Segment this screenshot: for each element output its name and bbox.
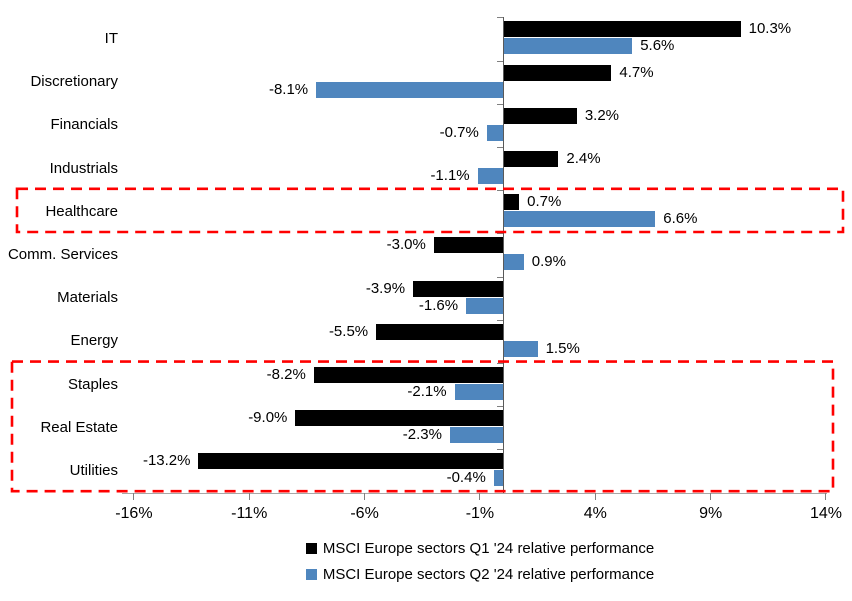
value-label-q2-financials: -0.7% (439, 123, 479, 141)
bar-q2-discretionary (316, 81, 503, 98)
x-tick-label: -6% (350, 505, 379, 522)
category-axis-tick (497, 233, 503, 235)
category-label-comm-services: Comm. Services (7, 245, 118, 263)
category-label-real-estate: Real Estate (40, 418, 118, 436)
category-axis-tick (497, 17, 503, 19)
category-label-it: IT (104, 29, 118, 47)
bar-q1-discretionary (503, 64, 612, 81)
bar-q1-staples (313, 366, 503, 383)
value-label-q1-it: 10.3% (748, 20, 792, 38)
value-label-q2-materials: -1.6% (418, 296, 459, 314)
category-axis-tick (497, 146, 503, 148)
bar-q1-materials (413, 280, 503, 297)
bar-q1-comm-services (433, 237, 503, 254)
legend-swatch-q2 (305, 568, 317, 580)
value-label-q1-staples: -8.2% (266, 365, 306, 383)
legend-swatch-q1 (305, 542, 317, 554)
bar-q1-energy (376, 323, 503, 340)
healthcare-highlight-box (15, 187, 845, 234)
value-label-q1-utilities: -13.2% (142, 452, 191, 470)
bar-q1-financials (503, 107, 577, 124)
value-label-q2-healthcare: 6.6% (663, 210, 698, 228)
bar-q1-real-estate (295, 410, 503, 427)
legend-item-q1: MSCI Europe sectors Q1 '24 relative perf… (133, 535, 827, 561)
legend-item-q2: MSCI Europe sectors Q2 '24 relative perf… (133, 561, 827, 587)
x-axis-tick (479, 493, 481, 500)
value-label-q1-healthcare: 0.7% (527, 193, 562, 211)
bar-q2-real-estate (449, 427, 503, 444)
bar-q1-industrials (503, 150, 559, 167)
x-tick-label: 4% (583, 505, 607, 522)
x-axis-tick (248, 493, 250, 500)
legend: MSCI Europe sectors Q1 '24 relative perf… (133, 535, 827, 587)
bar-q2-comm-services (503, 254, 524, 271)
bar-q2-healthcare (503, 211, 656, 228)
bar-q2-materials (466, 297, 503, 314)
x-tick-label: -16% (115, 505, 153, 522)
category-label-utilities: Utilities (69, 461, 118, 479)
bar-q2-industrials (477, 167, 503, 184)
value-label-q2-comm-services: 0.9% (531, 253, 566, 271)
bar-q2-financials (486, 124, 503, 141)
value-label-q1-financials: 3.2% (584, 106, 620, 124)
category-axis-tick (497, 60, 503, 62)
category-axis-tick (497, 276, 503, 278)
bar-q1-healthcare (503, 194, 520, 211)
x-tick-label: -11% (231, 505, 268, 522)
value-label-q1-comm-services: -3.0% (386, 236, 426, 254)
value-label-q2-staples: -2.1% (407, 382, 447, 400)
x-axis-line (122, 493, 827, 494)
legend-label-q2: MSCI Europe sectors Q2 '24 relative perf… (322, 565, 655, 583)
category-label-industrials: Industrials (49, 159, 118, 177)
category-axis-tick (497, 319, 503, 321)
x-axis-tick (364, 493, 366, 500)
value-label-q2-real-estate: -2.3% (402, 426, 442, 444)
category-label-materials: Materials (57, 289, 118, 307)
x-tick-label: 14% (809, 505, 842, 522)
category-label-staples: Staples (67, 375, 118, 393)
value-label-q2-industrials: -1.1% (430, 166, 470, 184)
category-axis-tick (497, 103, 503, 105)
category-label-discretionary: Discretionary (30, 73, 118, 91)
value-label-q2-utilities: -0.4% (446, 469, 486, 487)
category-label-healthcare: Healthcare (45, 202, 118, 220)
bar-q2-staples (454, 383, 503, 400)
x-axis-tick (133, 493, 135, 500)
y-axis-line (502, 17, 504, 493)
value-label-q1-energy: -5.5% (328, 322, 369, 340)
value-label-q1-discretionary: 4.7% (619, 63, 654, 81)
bar-q2-it (503, 38, 633, 55)
x-axis-tick (710, 493, 712, 500)
bar-q1-utilities (198, 453, 503, 470)
value-label-q2-it: 5.6% (640, 37, 675, 55)
x-axis-tick (825, 493, 827, 500)
bar-q2-energy (503, 340, 538, 357)
category-label-financials: Financials (50, 116, 118, 134)
category-label-energy: Energy (70, 332, 118, 350)
value-label-q2-discretionary: -8.1% (268, 80, 309, 98)
value-label-q1-real-estate: -9.0% (248, 409, 288, 427)
x-axis-tick (594, 493, 596, 500)
value-label-q1-materials: -3.9% (365, 279, 406, 297)
value-label-q1-industrials: 2.4% (566, 149, 601, 167)
value-label-q2-energy: 1.5% (545, 339, 580, 357)
legend-label-q1: MSCI Europe sectors Q1 '24 relative perf… (322, 539, 655, 557)
x-tick-label: -1% (465, 505, 495, 522)
bar-q1-it (503, 21, 741, 38)
x-tick-label: 9% (699, 505, 723, 522)
